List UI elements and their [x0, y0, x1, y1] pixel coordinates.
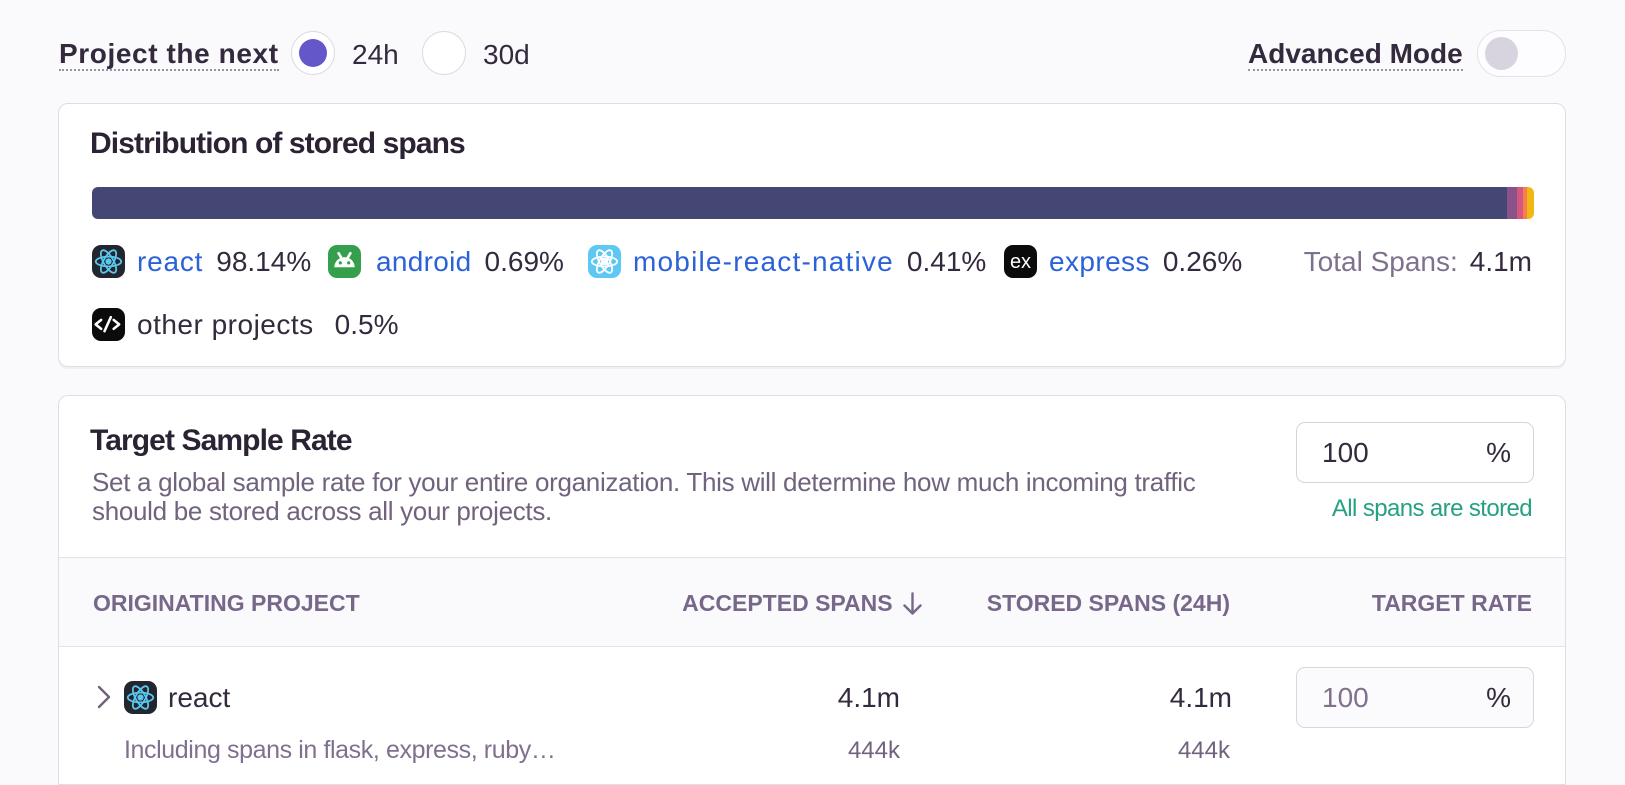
svg-text:ex: ex — [1010, 251, 1031, 273]
